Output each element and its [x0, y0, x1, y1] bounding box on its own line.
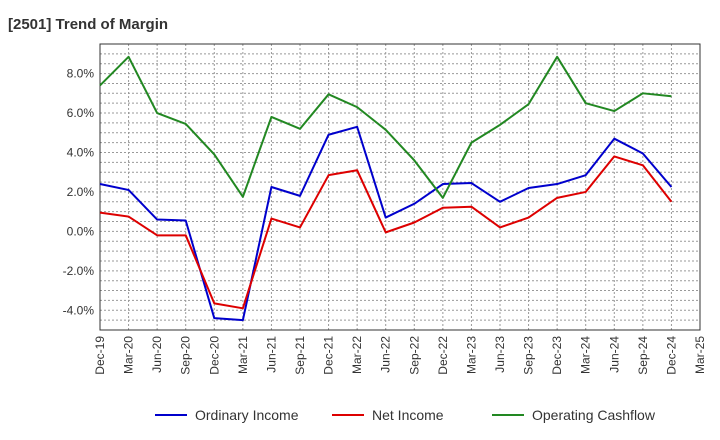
y-tick-label: -2.0%: [63, 264, 95, 278]
y-tick-label: 8.0%: [67, 67, 95, 81]
series-line-ordinary-income: [99, 125, 673, 322]
series-line-net-income: [99, 155, 673, 310]
x-tick-label: Dec-21: [322, 336, 336, 375]
y-tick-label: -4.0%: [63, 303, 95, 317]
plot-frame: [99, 43, 701, 331]
x-tick-label: Mar-22: [350, 336, 364, 374]
x-tick-label: Jun-20: [150, 336, 164, 373]
x-tick-label: Mar-25: [693, 336, 707, 374]
legend-label: Net Income: [372, 407, 444, 423]
x-tick-label: Sep-23: [522, 336, 536, 375]
x-tick-label: Mar-24: [579, 336, 593, 374]
x-tick-label: Sep-24: [636, 336, 650, 375]
x-tick-label: Sep-22: [407, 336, 421, 375]
chart-title: [2501] Trend of Margin: [8, 16, 169, 33]
y-tick-label: 4.0%: [67, 145, 95, 159]
x-tick-label: Dec-24: [664, 336, 678, 375]
y-tick-label: 0.0%: [67, 224, 95, 238]
x-tick-label: Sep-20: [179, 336, 193, 375]
x-tick-label: Jun-23: [493, 336, 507, 373]
x-tick-label: Dec-19: [93, 336, 107, 375]
x-tick-label: Jun-21: [264, 336, 278, 373]
x-tick-label: Mar-20: [122, 336, 136, 374]
x-tick-label: Jun-24: [607, 336, 621, 373]
x-tick-label: Mar-21: [236, 336, 250, 374]
legend-label: Ordinary Income: [195, 407, 299, 423]
x-tick-label: Dec-22: [436, 336, 450, 375]
x-tick-label: Mar-23: [464, 336, 478, 374]
x-tick-label: Jun-22: [379, 336, 393, 373]
legend-label: Operating Cashflow: [532, 407, 656, 423]
series-line-operating-cashflow: [99, 55, 672, 199]
x-tick-label: Dec-20: [207, 336, 221, 375]
y-tick-label: 6.0%: [67, 106, 95, 120]
x-tick-label: Sep-21: [293, 336, 307, 375]
y-tick-label: 2.0%: [67, 185, 95, 199]
x-tick-label: Dec-23: [550, 336, 564, 375]
